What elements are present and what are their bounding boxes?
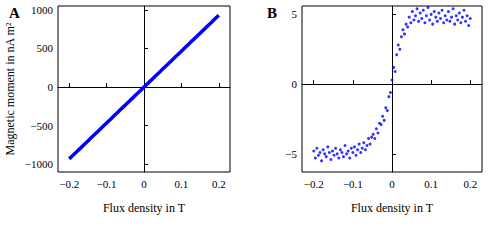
svg-text:−1000: −1000 [25,158,54,170]
svg-text:Flux density in T: Flux density in T [103,201,186,215]
svg-text:Magnetic moment in nA m²: Magnetic moment in nA m² [3,22,17,155]
svg-text:1000: 1000 [31,4,54,16]
svg-text:0: 0 [292,78,298,90]
svg-text:Flux density in T: Flux density in T [351,201,434,215]
svg-text:0: 0 [48,81,54,93]
svg-text:0.2: 0.2 [463,178,477,190]
svg-text:B: B [267,5,277,21]
svg-text:0: 0 [389,178,395,190]
svg-text:0.1: 0.1 [175,178,189,190]
svg-text:−500: −500 [30,120,53,132]
svg-text:−0.2: −0.2 [59,178,79,190]
svg-text:−5: −5 [285,148,297,160]
svg-text:0.2: 0.2 [212,178,226,190]
svg-text:0.1: 0.1 [424,178,438,190]
svg-text:5: 5 [292,8,298,20]
svg-text:−0.2: −0.2 [304,178,324,190]
svg-text:A: A [9,5,20,21]
svg-text:−0.1: −0.1 [97,178,117,190]
svg-text:0: 0 [141,178,147,190]
svg-text:500: 500 [37,42,54,54]
svg-text:−0.1: −0.1 [343,178,363,190]
